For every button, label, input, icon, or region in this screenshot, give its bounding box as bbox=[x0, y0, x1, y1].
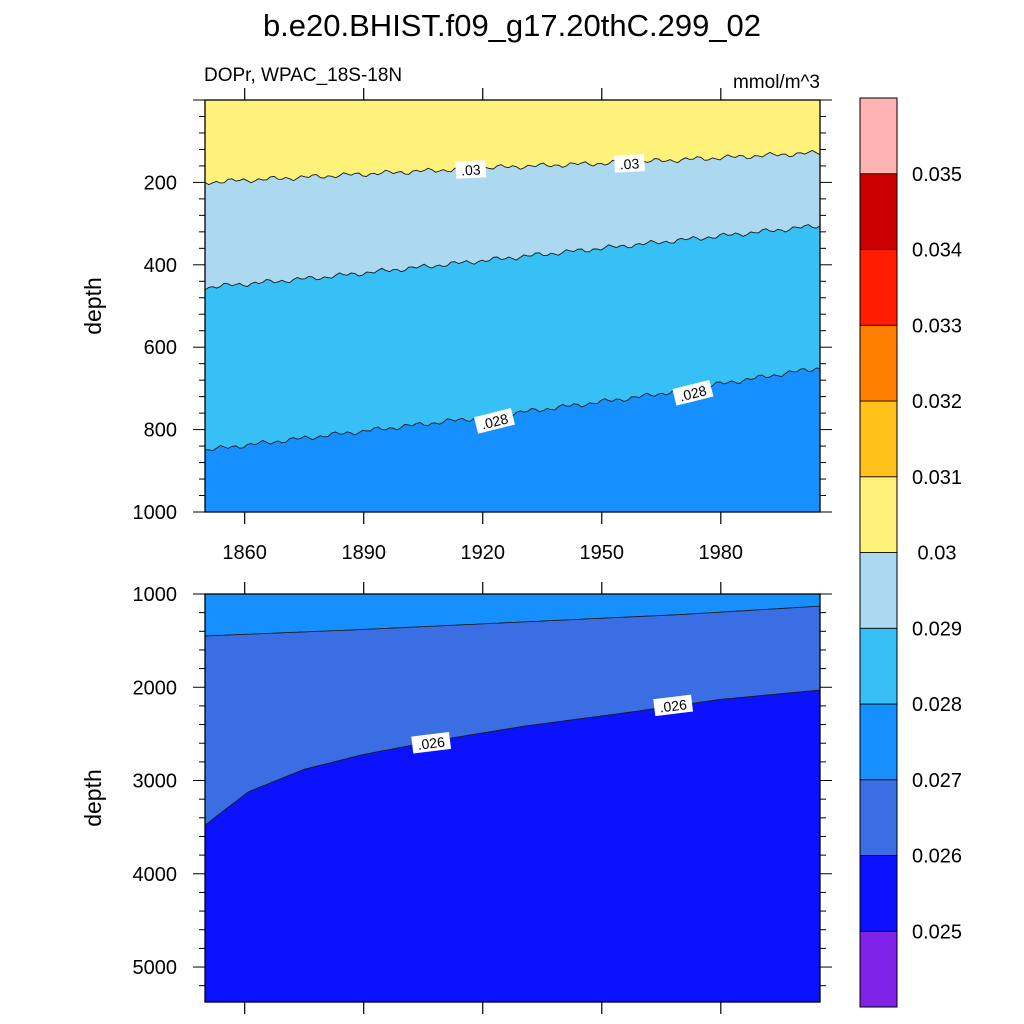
contour-label-bg bbox=[473, 408, 515, 434]
y-tick-label: 800 bbox=[144, 420, 177, 442]
contour-label-text: .026 bbox=[417, 734, 446, 753]
upper-panel: .03 .03 .028 .028 1860 1890 1920 1950 1980 200 400… bbox=[80, 88, 832, 564]
contour-label: .028 bbox=[473, 408, 515, 434]
contour-line bbox=[205, 224, 820, 291]
colorbar-swatch bbox=[859, 249, 898, 326]
contour-label: .03 bbox=[455, 160, 487, 179]
contour-label-bg bbox=[614, 154, 645, 173]
contour-label-text: .03 bbox=[461, 161, 481, 178]
colorbar-swatch bbox=[859, 173, 898, 250]
contour-label: .026 bbox=[411, 731, 452, 754]
contour-label: .026 bbox=[653, 694, 694, 717]
colorbar-swatch bbox=[859, 324, 898, 402]
y-tick-label: 2000 bbox=[133, 677, 178, 699]
colorbar-label: 0.025 bbox=[912, 921, 962, 943]
y-tick-label: 5000 bbox=[133, 957, 178, 979]
contour-label: .028 bbox=[672, 379, 714, 406]
colorbar-label: 0.027 bbox=[912, 770, 962, 792]
variable-region-label: DOPr, WPAC_18S-18N bbox=[204, 65, 402, 86]
y-tick-label: 600 bbox=[144, 337, 177, 359]
plot-frame bbox=[204, 593, 821, 1003]
y-axis-label: depth bbox=[80, 277, 106, 335]
lower-panel: .026 .026 1000 2000 3000 4000 5000 depth bbox=[80, 582, 832, 1014]
x-tick-label: 1890 bbox=[341, 542, 386, 564]
y-tick-label: 200 bbox=[144, 172, 177, 194]
colorbar-label: 0.033 bbox=[912, 315, 962, 337]
colorbar-label: 0.026 bbox=[912, 846, 962, 868]
contour-line bbox=[205, 605, 820, 637]
contour-line bbox=[205, 149, 820, 186]
colorbar-swatch bbox=[859, 930, 898, 1008]
x-tick-label: 1980 bbox=[699, 542, 744, 564]
contour-label-text: .026 bbox=[659, 696, 688, 715]
colorbar-swatch bbox=[859, 400, 898, 478]
y-tick-label: 1000 bbox=[133, 502, 178, 524]
y-tick-label: 400 bbox=[144, 255, 177, 277]
contour-label-text: .03 bbox=[619, 155, 639, 172]
colorbar-frame bbox=[859, 97, 898, 1008]
colorbar-swatch bbox=[859, 779, 898, 856]
contour-label-bg bbox=[672, 379, 714, 406]
colorbar-swatch bbox=[859, 476, 898, 553]
colorbar-label: 0.031 bbox=[912, 467, 962, 489]
colorbar-label: 0.034 bbox=[912, 240, 962, 262]
figure-title: b.e20.BHIST.f09_g17.20thC.299_02 bbox=[263, 8, 761, 43]
x-tick-label: 1950 bbox=[580, 542, 625, 564]
contour-label-bg bbox=[653, 694, 694, 717]
contour-label: .03 bbox=[614, 154, 645, 173]
colorbar-label: 0.028 bbox=[912, 694, 962, 716]
colorbar-label: 0.032 bbox=[912, 391, 962, 413]
y-tick-label: 1000 bbox=[133, 584, 178, 606]
colorbar-swatch bbox=[859, 703, 898, 781]
y-axis-label: depth bbox=[80, 769, 106, 827]
y-tick-label: 4000 bbox=[133, 864, 178, 886]
units-label: mmol/m^3 bbox=[733, 72, 820, 93]
band-fill bbox=[205, 690, 820, 1002]
contour-label-bg bbox=[411, 731, 452, 754]
colorbar-swatch bbox=[859, 97, 898, 175]
colorbar-swatch bbox=[859, 855, 898, 932]
y-tick-label: 3000 bbox=[133, 771, 178, 793]
contour-line bbox=[205, 689, 820, 826]
colorbar: 0.025 0.026 0.027 0.028 0.029 0.03 0.031 0.032 0… bbox=[859, 97, 962, 1008]
plot-area: .03 .03 .028 .028 bbox=[205, 100, 820, 512]
band-fill bbox=[205, 368, 820, 512]
colorbar-swatch bbox=[859, 552, 898, 629]
contour-label-bg bbox=[455, 160, 487, 179]
plot-frame bbox=[204, 99, 821, 513]
colorbar-swatch bbox=[859, 627, 898, 705]
x-tick-label: 1860 bbox=[222, 542, 267, 564]
plot-area: .026 .026 bbox=[205, 594, 820, 1002]
contour-label-text: .028 bbox=[479, 410, 510, 432]
contour-label-text: .028 bbox=[678, 382, 709, 404]
colorbar-label: 0.035 bbox=[912, 164, 962, 186]
x-tick-label: 1920 bbox=[460, 542, 505, 564]
colorbar-label: 0.03 bbox=[918, 543, 957, 565]
colorbar-label: 0.029 bbox=[912, 618, 962, 640]
